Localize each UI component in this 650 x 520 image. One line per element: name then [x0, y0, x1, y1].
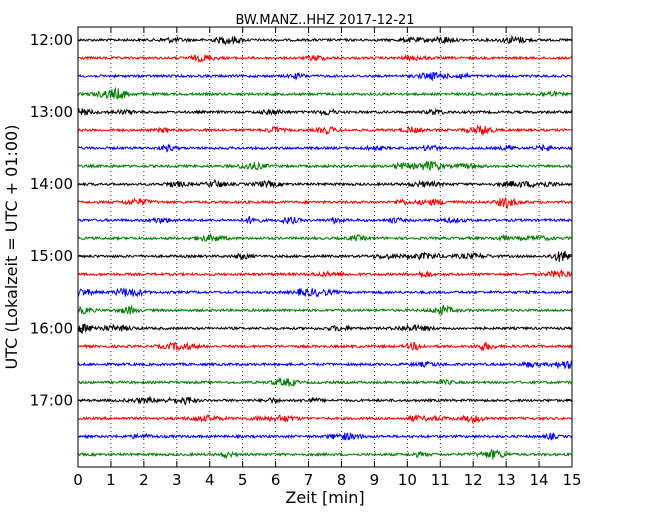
- trace-1630: [77, 360, 573, 370]
- x-tick-label-4: 4: [205, 471, 215, 489]
- x-tick-label-1: 1: [106, 471, 116, 489]
- trace-1230: [77, 71, 573, 82]
- x-tick-label-12: 12: [464, 471, 483, 489]
- x-axis-label: Zeit [min]: [285, 488, 364, 507]
- y-tick-label-16:00: 16:00: [30, 319, 73, 337]
- trace-1545: [77, 304, 573, 316]
- trace-1600: [77, 323, 573, 334]
- x-tick-label-2: 2: [139, 471, 149, 489]
- trace-1315: [77, 124, 573, 136]
- x-tick-label-13: 13: [497, 471, 516, 489]
- x-tick-label-8: 8: [337, 471, 347, 489]
- trace-1645: [77, 376, 573, 387]
- trace-1445: [77, 232, 573, 243]
- trace-1415: [77, 197, 573, 210]
- trace-1330: [77, 143, 573, 153]
- chart-title: BW.MANZ..HHZ 2017-12-21: [235, 13, 414, 28]
- y-tick-label-14:00: 14:00: [30, 175, 73, 193]
- trace-1515: [77, 269, 573, 279]
- trace-1500: [77, 250, 573, 262]
- trace-1745: [77, 448, 573, 460]
- x-tick-label-7: 7: [304, 471, 314, 489]
- y-axis: 12:00 13:00 14:00 15:00 16:00 17:00: [30, 31, 572, 409]
- y-tick-label-17:00: 17:00: [30, 391, 73, 409]
- x-tick-label-9: 9: [370, 471, 380, 489]
- plot-area-frame: [77, 26, 573, 468]
- x-tick-label-15: 15: [562, 471, 581, 489]
- trace-1200: [77, 34, 573, 46]
- y-tick-label-13:00: 13:00: [30, 103, 73, 121]
- trace-1715: [77, 414, 573, 424]
- trace-1215: [77, 54, 573, 64]
- x-tick-label-0: 0: [73, 471, 83, 489]
- x-tick-label-6: 6: [271, 471, 281, 489]
- trace-1730: [77, 432, 573, 441]
- trace-1700: [77, 395, 573, 407]
- y-tick-label-15:00: 15:00: [30, 247, 73, 265]
- x-tick-label-11: 11: [431, 471, 450, 489]
- y-axis-label: UTC (Lokalzeit = UTC + 01:00): [2, 125, 21, 370]
- trace-1430: [77, 216, 573, 225]
- x-tick-label-5: 5: [238, 471, 248, 489]
- trace-1345: [77, 160, 573, 172]
- trace-1300: [77, 107, 573, 117]
- x-tick-label-3: 3: [172, 471, 182, 489]
- trace-1400: [77, 178, 573, 189]
- x-axis: 0 1 2 3 4 5 6 7 8 9 10 11 12 13 14 15: [73, 27, 582, 489]
- x-tick-label-14: 14: [530, 471, 549, 489]
- seismogram-traces: [77, 34, 573, 460]
- x-tick-label-10: 10: [398, 471, 417, 489]
- trace-1615: [77, 341, 573, 352]
- y-tick-label-12:00: 12:00: [30, 31, 73, 49]
- vertical-grid-lines: [110, 27, 540, 467]
- trace-1245: [77, 86, 573, 100]
- trace-1530: [77, 287, 573, 298]
